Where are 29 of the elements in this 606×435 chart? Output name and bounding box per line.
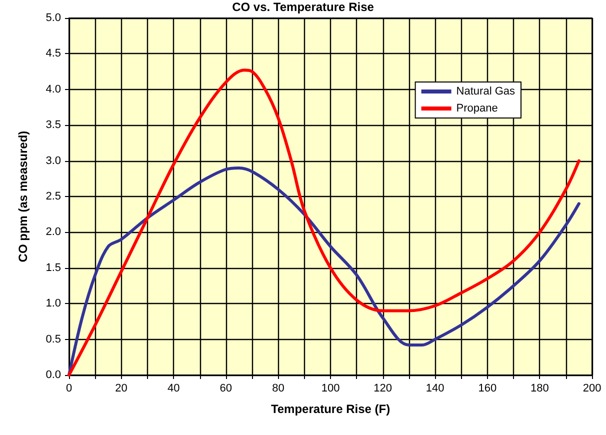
y-axis-title: CO ppm (as measured) <box>16 130 30 262</box>
legend-label: Propane <box>456 102 498 114</box>
line-series <box>68 166 580 376</box>
x-tick-label: 40 <box>167 382 180 394</box>
x-tick-label: 80 <box>272 382 284 394</box>
x-tick-label: 0 <box>66 382 72 394</box>
y-tick-label: 1.5 <box>46 262 61 274</box>
x-tick-label: 60 <box>220 382 232 394</box>
y-tick-label: 3.0 <box>46 154 61 167</box>
x-tick-label: 100 <box>321 382 340 394</box>
y-tick-label: 2.5 <box>46 190 61 202</box>
x-tick-label: 120 <box>374 382 392 394</box>
x-tick-label: 140 <box>426 382 444 394</box>
chart-title: CO vs. Temperature Rise <box>232 0 374 14</box>
x-tick-label: 180 <box>530 382 549 394</box>
y-tick-label: 0.5 <box>46 333 61 346</box>
y-tick-label: 3.5 <box>46 119 61 132</box>
line-series <box>68 68 580 376</box>
y-tick-label: 5.0 <box>46 12 61 24</box>
y-tick-label: 4.0 <box>46 83 61 96</box>
x-tick-label: 20 <box>115 382 128 394</box>
legend-label: Natural Gas <box>456 86 516 98</box>
y-tick-label: 2.0 <box>46 226 61 238</box>
y-tick-label: 0.0 <box>46 369 61 381</box>
x-axis-title: Temperature Rise (F) <box>270 402 390 416</box>
y-tick-label: 1.0 <box>46 298 61 310</box>
x-tick-label: 200 <box>582 382 602 394</box>
y-tick-label: 4.5 <box>46 48 61 60</box>
x-tick-label: 160 <box>478 382 497 394</box>
